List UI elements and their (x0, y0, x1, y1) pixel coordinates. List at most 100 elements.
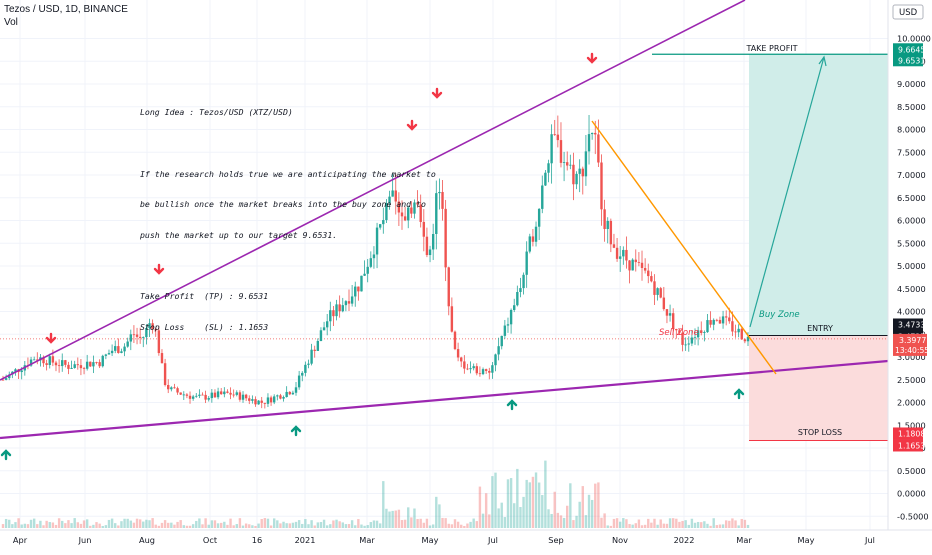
candle-body (82, 368, 86, 369)
candle-body (594, 132, 597, 135)
volume-bar (447, 523, 450, 528)
candle-body (647, 270, 650, 277)
price-tick-label: 0.5000 (897, 466, 926, 476)
candle-body (269, 397, 273, 403)
candle-body (675, 328, 678, 331)
candle-body (659, 288, 662, 298)
candle-body (226, 391, 229, 393)
volume-bar (220, 522, 223, 528)
candle-body (276, 395, 279, 397)
volume-bar (226, 524, 229, 528)
volume-bar (628, 524, 631, 528)
candle-body (612, 244, 616, 248)
candle-body (721, 316, 725, 324)
candle-body (578, 168, 581, 174)
volume-bar (182, 525, 185, 528)
volume-bar (737, 525, 740, 528)
candle-body (662, 297, 666, 310)
candle-body (378, 224, 382, 228)
candle-body (307, 363, 310, 365)
volume-bar (135, 518, 139, 528)
volume-bar (419, 518, 422, 528)
volume-bar (70, 523, 73, 528)
candle-body (173, 387, 176, 389)
candle-body (241, 394, 245, 400)
volume-bar (469, 521, 472, 528)
entry-high-price-tag-bg (893, 318, 923, 331)
candle-body (441, 191, 444, 209)
volume-bar (354, 525, 357, 528)
volume-bar (388, 511, 391, 528)
candle-body (354, 286, 357, 297)
volume-bar (285, 523, 288, 528)
volume-bar (154, 524, 157, 528)
candle-body (301, 372, 304, 376)
candle-body (191, 396, 195, 399)
idea-title: Long Idea : Tezos/USD (XTZ/USD) (140, 107, 293, 118)
volume-bar (712, 518, 715, 528)
candle-body (372, 254, 376, 259)
volume-bar (431, 524, 435, 528)
candle-body (251, 399, 254, 401)
candle-body (263, 402, 267, 404)
candle-body (500, 335, 503, 347)
volume-bar (98, 523, 101, 528)
candle-body (472, 366, 475, 369)
candle-body (344, 301, 348, 306)
candle-body (163, 363, 167, 385)
volume-bar (120, 521, 123, 528)
sell-zone-label: Sell Zone (659, 328, 699, 338)
volume-bar (718, 524, 722, 528)
idea-body-line: push the market up to our target 9.6531. (140, 229, 338, 240)
volume-bar (173, 524, 176, 528)
candle-body (114, 346, 117, 351)
volume-bar (678, 521, 681, 528)
volume-bar (631, 524, 634, 528)
candle-body (36, 359, 39, 361)
volume-bar (375, 520, 379, 528)
candle-body (743, 339, 747, 342)
volume-bar (506, 479, 510, 528)
volume-bar (400, 520, 404, 528)
buy-arrow-up (506, 399, 518, 411)
volume-bar (110, 518, 114, 528)
volume-bar (394, 510, 397, 528)
price-tick-label: 8.0000 (897, 125, 926, 135)
candle-body (291, 392, 295, 395)
volume-bar (335, 519, 338, 528)
chart-annotations: TAKE PROFIT ENTRY STOP LOSS Buy Zone Sell Zo… (659, 44, 842, 437)
candle-body (266, 397, 270, 404)
volume-bar (95, 522, 98, 528)
candle-body (509, 309, 513, 325)
volume-bar (731, 518, 734, 528)
candle-body (117, 346, 120, 353)
volume-bar (366, 525, 369, 528)
volume-bar (363, 525, 366, 528)
volume-bar (316, 522, 320, 528)
volume-bar (372, 520, 376, 528)
volume-bar (456, 521, 460, 528)
idea-text-note[interactable]: Long Idea : Tezos/USD (XTZ/USD) If the r… (140, 87, 436, 342)
candle-body (693, 337, 697, 339)
candle-body (413, 202, 416, 214)
candle-body (176, 388, 179, 393)
candle-body (428, 249, 432, 256)
volume-bar (609, 525, 613, 528)
volume-bar (235, 524, 238, 528)
candle-body (447, 267, 450, 307)
volume-bar (329, 524, 332, 528)
candle-body (20, 370, 23, 373)
volume-bar (20, 524, 23, 528)
candle-body (70, 367, 73, 369)
volume-bar (497, 508, 500, 528)
volume-bar (23, 523, 27, 528)
candle-body (709, 320, 712, 325)
candle-body (603, 209, 606, 230)
volume-bar (344, 524, 348, 528)
volume-bar (45, 520, 48, 528)
candle-body (357, 286, 360, 292)
volume-bar (4, 518, 8, 528)
stop-loss-label: STOP LOSS (798, 428, 842, 437)
